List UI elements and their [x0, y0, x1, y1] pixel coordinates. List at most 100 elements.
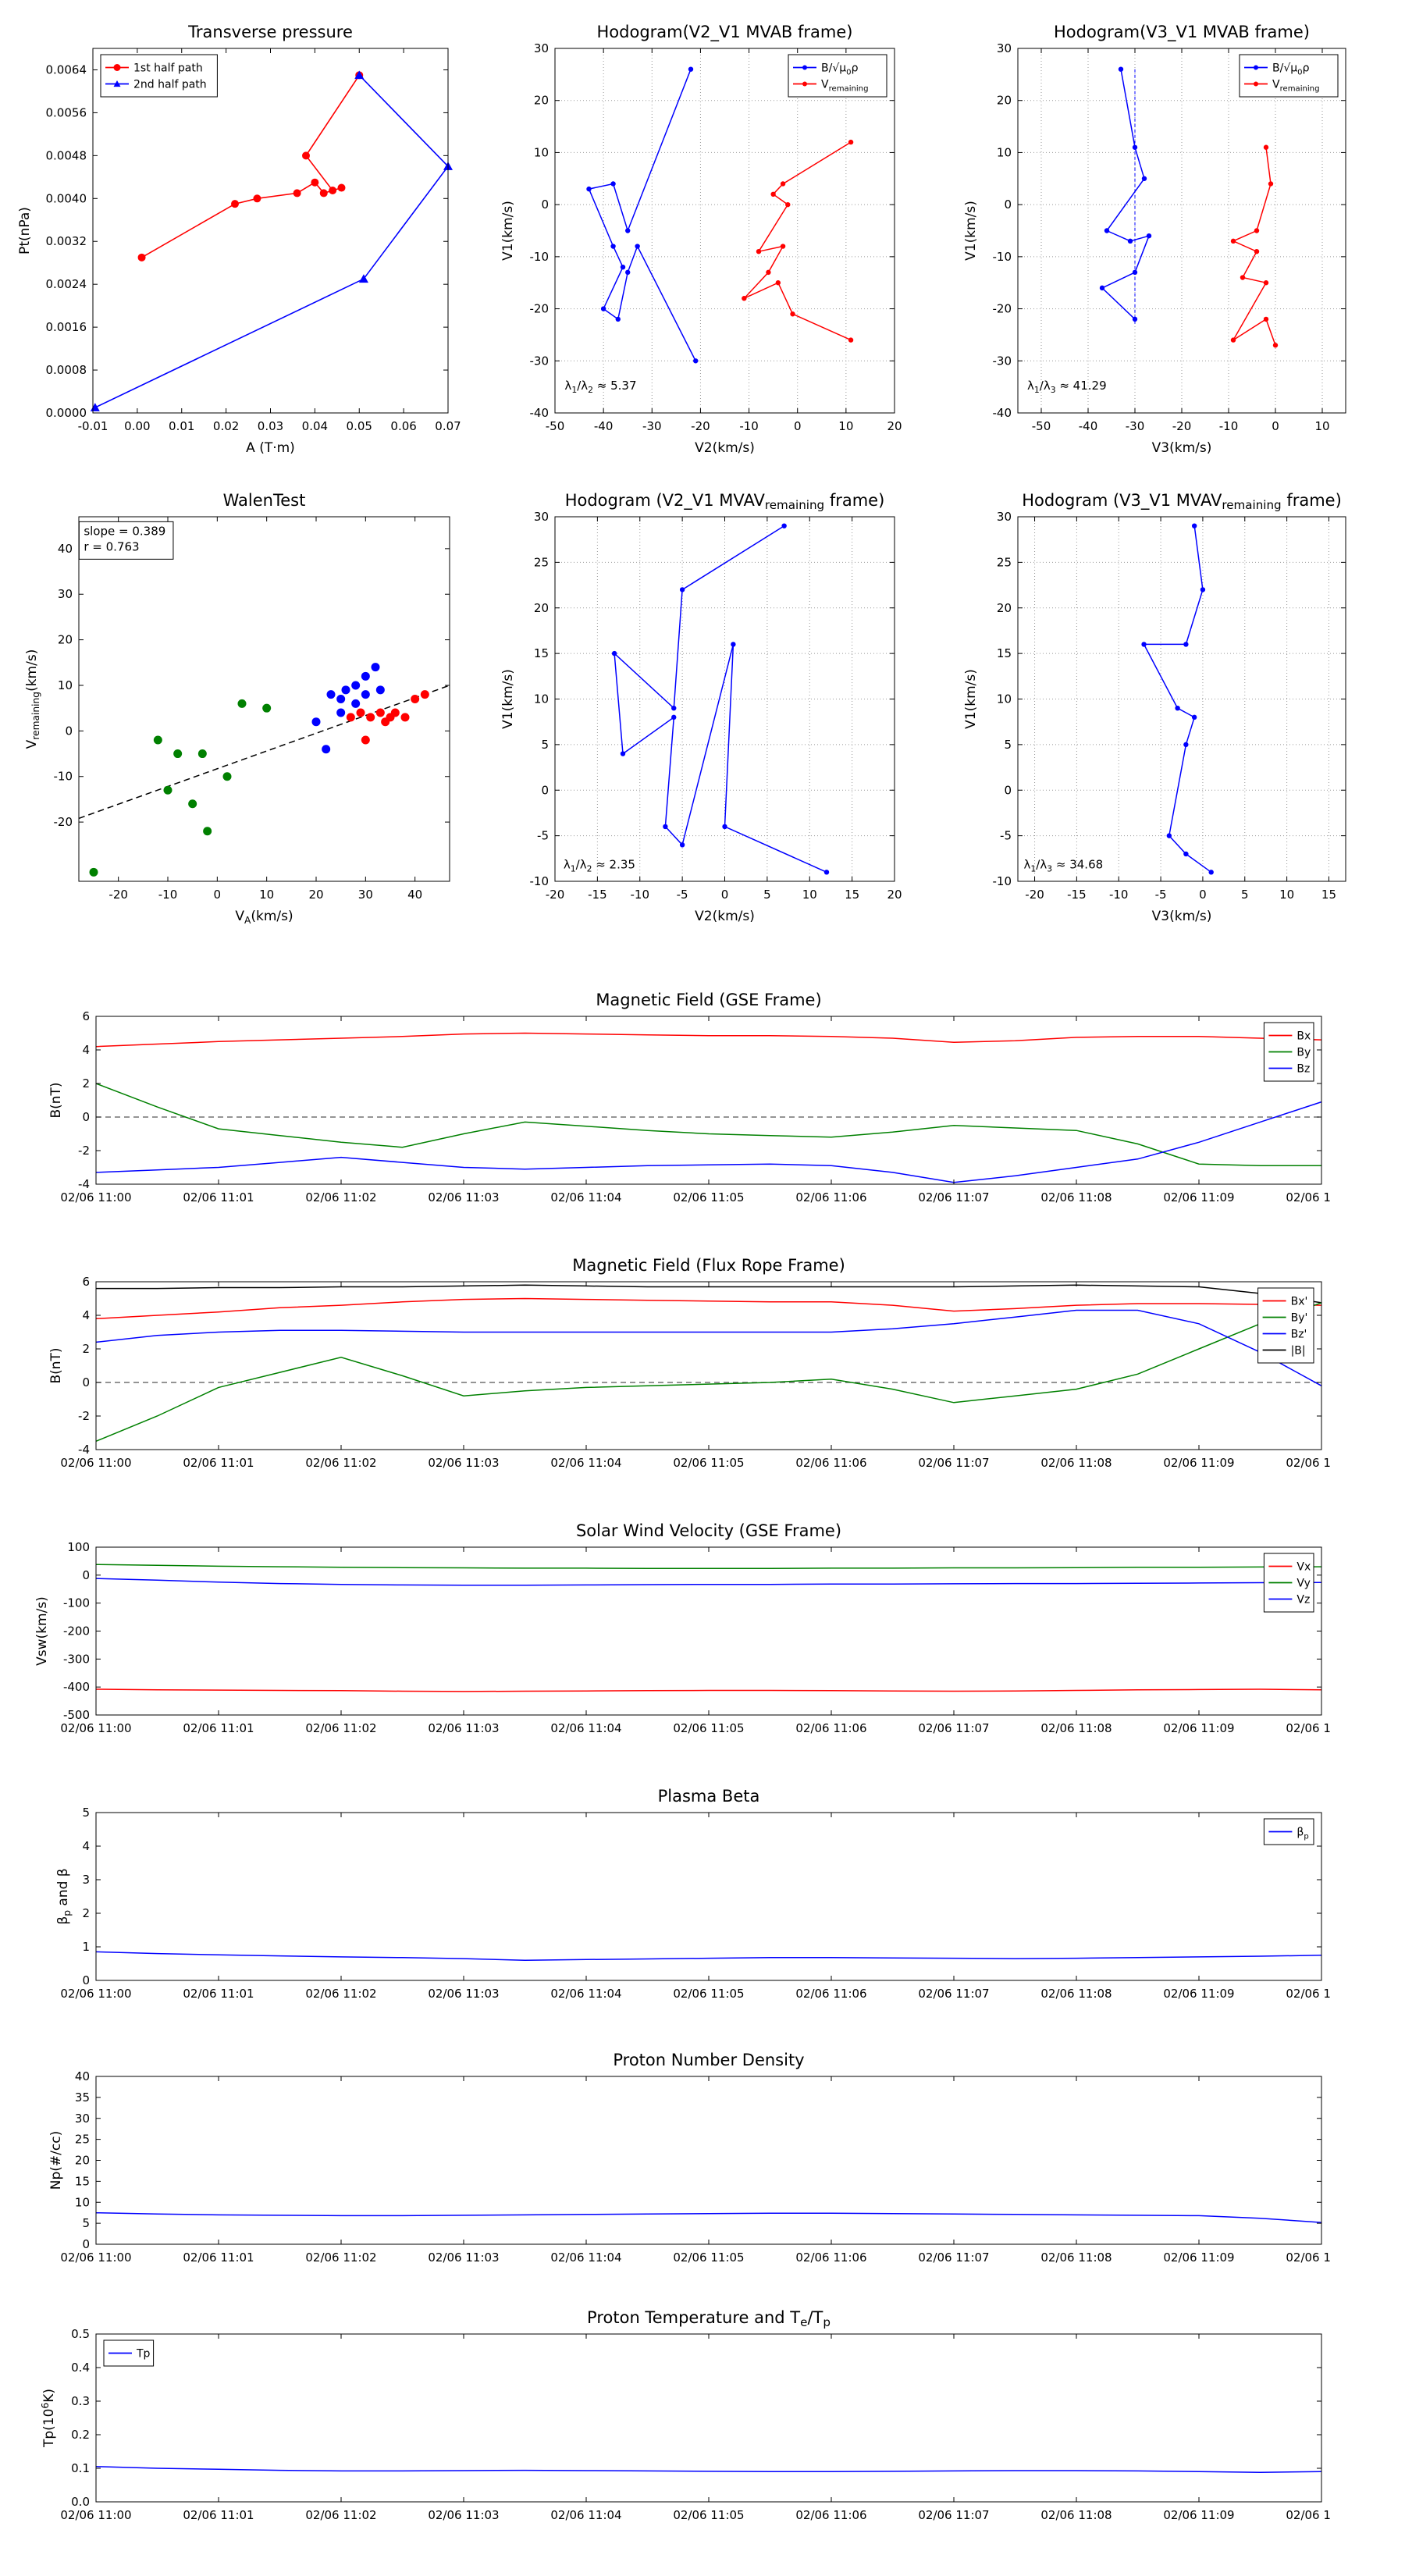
svg-text:25: 25	[997, 555, 1012, 569]
svg-text:02/06 11:09: 02/06 11:09	[1163, 2250, 1234, 2265]
svg-text:-5: -5	[537, 829, 549, 843]
svg-text:15: 15	[845, 888, 859, 902]
svg-text:0.06: 0.06	[390, 419, 416, 433]
svg-text:5: 5	[82, 2216, 90, 2230]
svg-text:20: 20	[534, 601, 549, 615]
svg-text:V3(km/s): V3(km/s)	[1152, 909, 1212, 924]
svg-text:0.0048: 0.0048	[46, 148, 87, 162]
svg-text:02/06 11:00: 02/06 11:00	[60, 1987, 131, 2001]
svg-text:λ1/λ2 ≈ 5.37: λ1/λ2 ≈ 5.37	[564, 379, 636, 395]
svg-text:-10: -10	[993, 250, 1012, 264]
svg-text:02/06 11:02: 02/06 11:02	[305, 1721, 376, 1735]
svg-text:0: 0	[541, 783, 549, 797]
svg-text:10: 10	[58, 678, 73, 692]
svg-text:02/06 11:08: 02/06 11:08	[1040, 1456, 1112, 1470]
svg-text:Transverse pressure: Transverse pressure	[187, 23, 353, 41]
svg-text:0: 0	[82, 2237, 90, 2251]
svg-text:-10: -10	[631, 888, 650, 902]
walen-test-plot: -20 -10 0 10 20 30 40 -20 -10 0 10 20 30 40 WalenTest V…	[24, 491, 450, 926]
svg-text:02/06 11:01: 02/06 11:01	[183, 2250, 254, 2265]
svg-text:-10: -10	[54, 770, 73, 784]
svg-text:-20: -20	[993, 302, 1012, 316]
svg-text:A (T·m): A (T·m)	[246, 440, 295, 456]
svg-text:02/06 11:02: 02/06 11:02	[305, 1987, 376, 2001]
svg-text:3: 3	[82, 1873, 90, 1887]
proton-number-density-plot: 02/06 11:00 02/06 11:01 02/06 11:02 02/06 1…	[48, 2051, 1331, 2265]
svg-text:0: 0	[1004, 197, 1012, 212]
svg-text:6: 6	[82, 1275, 90, 1289]
svg-text:2: 2	[82, 1342, 90, 1356]
svg-text:4: 4	[82, 1043, 90, 1057]
svg-text:-10: -10	[530, 874, 550, 888]
svg-text:0: 0	[82, 1568, 90, 1582]
svg-text:10: 10	[75, 2195, 90, 2209]
svg-text:5: 5	[1004, 738, 1012, 752]
svg-text:02/06 11:02: 02/06 11:02	[305, 2508, 376, 2522]
svg-text:0.0064: 0.0064	[46, 62, 87, 76]
svg-text:-4: -4	[78, 1443, 90, 1457]
svg-text:V2(km/s): V2(km/s)	[695, 440, 755, 456]
svg-text:02/06 11:07: 02/06 11:07	[918, 2508, 989, 2522]
svg-text:6: 6	[82, 1009, 90, 1023]
svg-text:-20: -20	[108, 888, 128, 902]
chart-proton-number-density: 02/06 11:00 02/06 11:01 02/06 11:02 02/06 1…	[20, 2045, 1331, 2283]
svg-text:Hodogram(V3_V1 MVAB frame): Hodogram(V3_V1 MVAB frame)	[1054, 23, 1310, 42]
svg-text:Np(#/cc): Np(#/cc)	[48, 2131, 64, 2190]
svg-text:02/06 11:05: 02/06 11:05	[673, 2508, 744, 2522]
svg-text:02/06 11:01: 02/06 11:01	[183, 1190, 254, 1204]
svg-text:-20: -20	[546, 888, 565, 902]
svg-text:20: 20	[887, 888, 902, 902]
svg-text:02/06 11:07: 02/06 11:07	[918, 1987, 989, 2001]
svg-text:20: 20	[58, 633, 73, 647]
svg-text:02/06 11:00: 02/06 11:00	[60, 1190, 131, 1204]
svg-text:-2: -2	[78, 1144, 90, 1158]
transverse-pressure-plot: -0.01 0.00 0.01 0.02 0.03 0.04 0.05 0.06 0.07 0.0…	[17, 23, 461, 456]
svg-text:02/06 11:08: 02/06 11:08	[1040, 1190, 1112, 1204]
svg-text:Bz: Bz	[1297, 1063, 1310, 1076]
svg-text:0: 0	[721, 888, 729, 902]
svg-text:-10: -10	[158, 888, 178, 902]
svg-text:10: 10	[802, 888, 817, 902]
svg-text:25: 25	[534, 555, 549, 569]
svg-text:0.0040: 0.0040	[46, 191, 87, 205]
svg-text:-40: -40	[594, 419, 614, 433]
svg-text:40: 40	[58, 542, 73, 556]
svg-text:0.3: 0.3	[71, 2394, 90, 2408]
svg-text:02/06 11:03: 02/06 11:03	[428, 2508, 499, 2522]
svg-text:2: 2	[82, 1906, 90, 1920]
svg-text:0: 0	[65, 724, 73, 738]
hodogram-v3v1-mvab-plot: -50 -40 -30 -20 -10 0 10 -40 -30 -20 -10 0 10 20 30 Hod…	[963, 23, 1346, 456]
svg-text:-10: -10	[1109, 888, 1129, 902]
svg-text:02/06 11:08: 02/06 11:08	[1040, 2250, 1112, 2265]
plasma-beta-plot: 02/06 11:00 02/06 11:01 02/06 11:02 02/06 1…	[55, 1787, 1331, 2001]
svg-text:Bx': Bx'	[1291, 1296, 1308, 1308]
chart-hodogram-v3v1-mvav: -20 -15 -10 -5 0 5 10 15 -10 -5 0 5 10 15 20 25 30 Hodogr…	[951, 482, 1357, 931]
svg-text:-10: -10	[1219, 419, 1239, 433]
svg-text:0.0: 0.0	[71, 2495, 90, 2509]
svg-text:5: 5	[763, 888, 771, 902]
svg-text:-30: -30	[530, 354, 550, 368]
svg-text:-15: -15	[1067, 888, 1087, 902]
svg-text:r = 0.763: r = 0.763	[84, 539, 139, 553]
solar-wind-velocity-gse-plot: 02/06 11:00 02/06 11:01 02/06 11:02 02/06 1…	[34, 1521, 1331, 1735]
svg-text:Magnetic Field (GSE Frame): Magnetic Field (GSE Frame)	[596, 991, 821, 1009]
svg-text:0.05: 0.05	[347, 419, 372, 433]
svg-text:0: 0	[1199, 888, 1207, 902]
svg-text:By': By'	[1291, 1312, 1308, 1325]
svg-text:20: 20	[308, 888, 323, 902]
svg-text:-5: -5	[677, 888, 688, 902]
svg-text:VA(km/s): VA(km/s)	[235, 909, 293, 926]
svg-text:-20: -20	[1172, 419, 1192, 433]
svg-text:Vz: Vz	[1297, 1594, 1310, 1606]
svg-text:02/06 11:00: 02/06 11:00	[60, 2508, 131, 2522]
chart-transverse-pressure: -0.01 0.00 0.01 0.02 0.03 0.04 0.05 0.06 0.07 0.0…	[12, 14, 461, 463]
hodogram-v2v1-mvav-plot: -20 -15 -10 -5 0 5 10 15 20 -10 -5 0 5 10 15 20 25 30 Hodo…	[500, 491, 902, 924]
svg-text:40: 40	[407, 888, 422, 902]
svg-text:02/06 11:09: 02/06 11:09	[1163, 1456, 1234, 1470]
svg-text:-50: -50	[1032, 419, 1051, 433]
svg-text:Vsw(km/s): Vsw(km/s)	[34, 1596, 50, 1666]
svg-text:30: 30	[997, 41, 1012, 55]
svg-text:Hodogram (V2_V1 MVAVremaining: Hodogram (V2_V1 MVAVremaining frame)	[565, 491, 885, 512]
svg-text:02/06 11:04: 02/06 11:04	[550, 1456, 621, 1470]
